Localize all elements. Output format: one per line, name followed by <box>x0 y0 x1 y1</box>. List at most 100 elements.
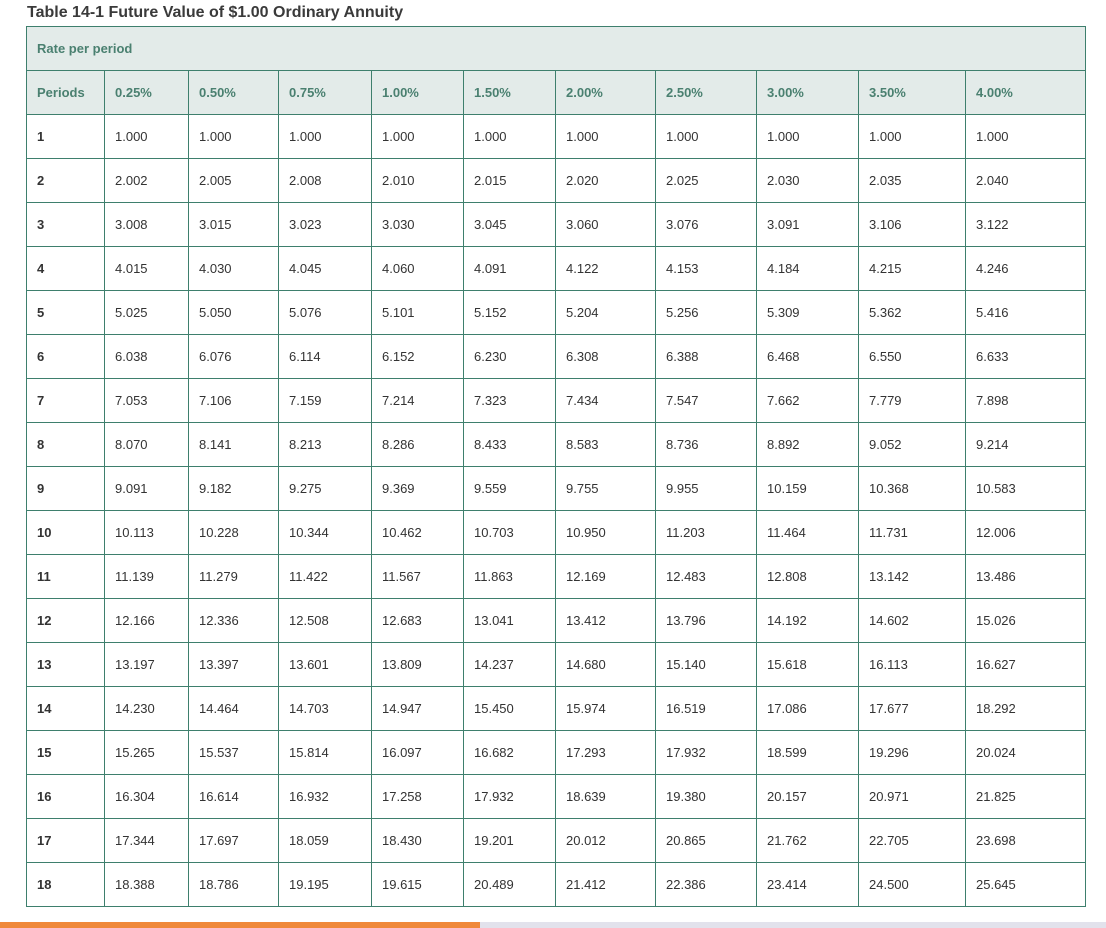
value-cell: 10.462 <box>371 510 464 555</box>
horizontal-scrollbar[interactable] <box>0 922 1106 928</box>
value-cell: 15.974 <box>555 686 656 731</box>
value-cell: 10.228 <box>188 510 279 555</box>
value-cell: 8.213 <box>278 422 372 467</box>
value-cell: 14.703 <box>278 686 372 731</box>
value-cell: 13.142 <box>858 554 966 599</box>
value-cell: 16.627 <box>964 642 1087 687</box>
value-cell: 5.050 <box>188 290 279 335</box>
value-cell: 9.275 <box>278 466 372 511</box>
table-row: 1 1.000 1.000 1.000 1.000 1.000 1.000 1.000 1.00… <box>26 114 1087 159</box>
value-cell: 2.015 <box>463 158 556 203</box>
period-cell: 16 <box>26 774 105 819</box>
period-cell: 4 <box>26 246 105 291</box>
value-cell: 18.639 <box>555 774 656 819</box>
value-cell: 5.204 <box>555 290 656 335</box>
period-cell: 18 <box>26 862 105 907</box>
value-cell: 20.012 <box>555 818 656 863</box>
rate-column-header: 4.00% <box>964 70 1087 115</box>
value-cell: 10.368 <box>858 466 966 511</box>
value-cell: 9.559 <box>463 466 556 511</box>
value-cell: 3.060 <box>555 202 656 247</box>
value-cell: 2.002 <box>104 158 189 203</box>
table-row: 3 3.008 3.015 3.023 3.030 3.045 3.060 3.076 3.09… <box>26 202 1087 247</box>
value-cell: 1.000 <box>278 114 372 159</box>
value-cell: 14.464 <box>188 686 279 731</box>
value-cell: 1.000 <box>964 114 1087 159</box>
value-cell: 20.157 <box>756 774 859 819</box>
value-cell: 16.113 <box>858 642 966 687</box>
value-cell: 12.166 <box>104 598 189 643</box>
value-cell: 9.052 <box>858 422 966 467</box>
value-cell: 1.000 <box>858 114 966 159</box>
value-cell: 20.489 <box>463 862 556 907</box>
rate-column-header: 2.00% <box>555 70 656 115</box>
value-cell: 10.344 <box>278 510 372 555</box>
table-row: 16 16.304 16.614 16.932 17.258 17.932 18.639 19… <box>26 774 1087 819</box>
table-title: Table 14-1 Future Value of $1.00 Ordinar… <box>27 4 404 21</box>
value-cell: 11.863 <box>463 554 556 599</box>
value-cell: 18.599 <box>756 730 859 775</box>
value-cell: 4.060 <box>371 246 464 291</box>
value-cell: 4.030 <box>188 246 279 291</box>
period-cell: 14 <box>26 686 105 731</box>
value-cell: 11.203 <box>655 510 757 555</box>
value-cell: 7.662 <box>756 378 859 423</box>
value-cell: 10.159 <box>756 466 859 511</box>
value-cell: 17.293 <box>555 730 656 775</box>
value-cell: 5.309 <box>756 290 859 335</box>
value-cell: 7.214 <box>371 378 464 423</box>
value-cell: 4.122 <box>555 246 656 291</box>
table-row: 15 15.265 15.537 15.814 16.097 16.682 17.293 17… <box>26 730 1087 775</box>
value-cell: 9.182 <box>188 466 279 511</box>
value-cell: 6.308 <box>555 334 656 379</box>
value-cell: 8.286 <box>371 422 464 467</box>
value-cell: 12.683 <box>371 598 464 643</box>
value-cell: 4.015 <box>104 246 189 291</box>
value-cell: 11.422 <box>278 554 372 599</box>
period-cell: 6 <box>26 334 105 379</box>
table-row: 12 12.166 12.336 12.508 12.683 13.041 13.412 13… <box>26 598 1087 643</box>
value-cell: 6.550 <box>858 334 966 379</box>
value-cell: 18.292 <box>964 686 1087 731</box>
period-cell: 17 <box>26 818 105 863</box>
value-cell: 6.468 <box>756 334 859 379</box>
value-cell: 4.215 <box>858 246 966 291</box>
value-cell: 1.000 <box>655 114 757 159</box>
value-cell: 15.618 <box>756 642 859 687</box>
value-cell: 21.762 <box>756 818 859 863</box>
table-row: 10 10.113 10.228 10.344 10.462 10.703 10.950 11… <box>26 510 1087 555</box>
value-cell: 9.214 <box>964 422 1087 467</box>
period-cell: 8 <box>26 422 105 467</box>
table-row: 4 4.015 4.030 4.045 4.060 4.091 4.122 4.153 4.18… <box>26 246 1087 291</box>
value-cell: 2.005 <box>188 158 279 203</box>
value-cell: 18.059 <box>278 818 372 863</box>
value-cell: 7.434 <box>555 378 656 423</box>
value-cell: 6.230 <box>463 334 556 379</box>
value-cell: 5.416 <box>964 290 1087 335</box>
value-cell: 14.237 <box>463 642 556 687</box>
period-cell: 1 <box>26 114 105 159</box>
value-cell: 19.615 <box>371 862 464 907</box>
value-cell: 18.388 <box>104 862 189 907</box>
value-cell: 7.159 <box>278 378 372 423</box>
scrollbar-thumb[interactable] <box>0 922 480 928</box>
value-cell: 2.008 <box>278 158 372 203</box>
rate-column-header: 3.00% <box>756 70 859 115</box>
value-cell: 15.140 <box>655 642 757 687</box>
period-cell: 10 <box>26 510 105 555</box>
value-cell: 1.000 <box>756 114 859 159</box>
period-cell: 13 <box>26 642 105 687</box>
value-cell: 1.000 <box>463 114 556 159</box>
value-cell: 1.000 <box>188 114 279 159</box>
table-row: 18 18.388 18.786 19.195 19.615 20.489 21.412 22… <box>26 862 1087 907</box>
value-cell: 6.114 <box>278 334 372 379</box>
value-cell: 11.139 <box>104 554 189 599</box>
value-cell: 9.955 <box>655 466 757 511</box>
value-cell: 13.809 <box>371 642 464 687</box>
table-row: 17 17.344 17.697 18.059 18.430 19.201 20.012 20… <box>26 818 1087 863</box>
value-cell: 12.006 <box>964 510 1087 555</box>
table-row: 9 9.091 9.182 9.275 9.369 9.559 9.755 9.955 10.1… <box>26 466 1087 511</box>
value-cell: 6.038 <box>104 334 189 379</box>
value-cell: 2.020 <box>555 158 656 203</box>
value-cell: 2.025 <box>655 158 757 203</box>
